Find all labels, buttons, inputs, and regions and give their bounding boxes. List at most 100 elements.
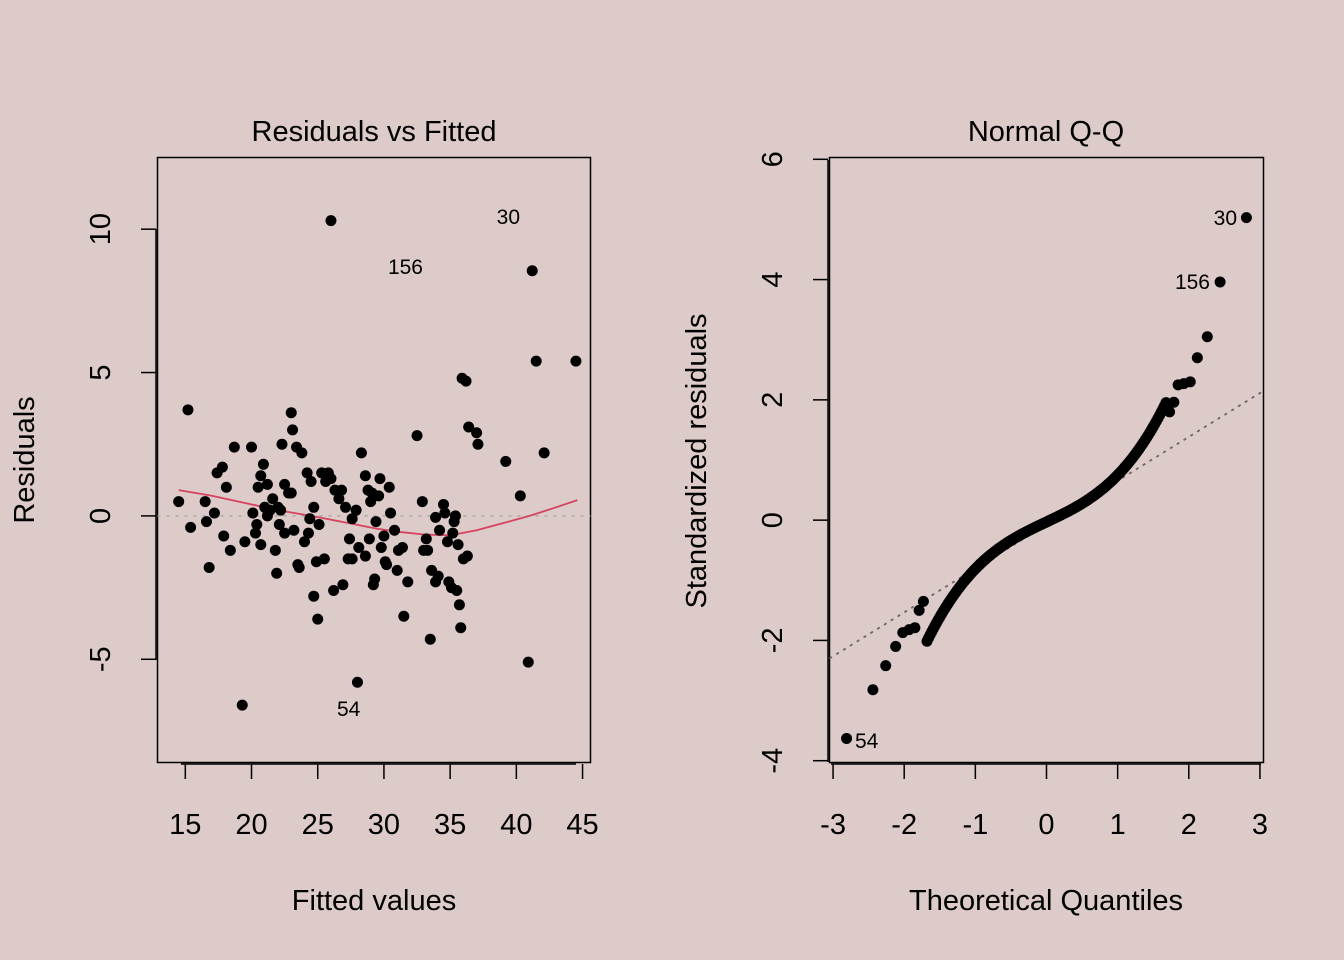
residuals-point-label-156: 156	[388, 256, 423, 279]
residual-point	[267, 493, 279, 505]
residual-point	[182, 404, 194, 416]
residual-point	[359, 550, 371, 562]
qq-point	[1184, 376, 1196, 388]
residual-point	[452, 539, 464, 551]
residual-point	[530, 355, 542, 367]
residual-point	[279, 478, 291, 490]
residual-point	[526, 265, 538, 277]
residual-point	[199, 496, 211, 508]
residual-point	[471, 427, 483, 439]
residual-point	[460, 375, 472, 387]
residual-point	[359, 470, 371, 482]
qq-x-axis-label: Theoretical Quantiles	[909, 885, 1183, 917]
residual-point	[288, 524, 300, 536]
residuals-x-tick-label: 40	[500, 809, 532, 841]
residuals-x-tick-label: 15	[169, 809, 201, 841]
residual-point	[293, 562, 305, 574]
residuals-vs-fitted-panel: Residuals vs Fitted 15 20 25 30 35 40 45 -5 0 5 1…	[9, 116, 599, 917]
residuals-x-tick-label: 30	[368, 809, 400, 841]
residual-point	[355, 447, 367, 459]
qq-point	[1201, 331, 1213, 343]
residuals-point-label-30: 30	[497, 206, 520, 229]
residual-point	[224, 544, 236, 556]
qq-x-tick-label: 2	[1181, 809, 1197, 841]
residual-point	[301, 467, 313, 479]
residuals-x-tick-label: 25	[302, 809, 334, 841]
residual-point	[374, 473, 386, 485]
qq-points	[841, 212, 1252, 744]
residual-point	[276, 438, 288, 450]
residual-point	[453, 599, 465, 611]
qq-plot-box	[828, 156, 1265, 764]
qq-point	[867, 684, 879, 696]
residuals-y-tick-label: 5	[85, 364, 117, 380]
residual-point	[239, 536, 251, 548]
qq-x-tick-label: 1	[1110, 809, 1126, 841]
residual-point	[285, 487, 297, 499]
residuals-x-tick-label: 45	[566, 809, 598, 841]
qq-x-tick-label: 0	[1038, 809, 1054, 841]
residual-point	[379, 556, 391, 568]
residual-point	[344, 533, 356, 545]
residuals-x-axis-label: Fitted values	[292, 885, 456, 917]
residual-point	[346, 513, 358, 525]
qq-y-tick-label: 4	[757, 272, 789, 288]
residual-point	[416, 496, 428, 508]
qq-point	[1168, 396, 1180, 408]
residual-point	[389, 524, 401, 536]
qq-x-tick-label: -3	[820, 809, 846, 841]
residuals-x-tick-label: 20	[235, 809, 267, 841]
residual-point	[463, 421, 475, 433]
residual-point	[445, 582, 457, 594]
residual-point	[432, 570, 444, 582]
residual-point	[251, 519, 263, 531]
residual-point	[261, 478, 273, 490]
residual-point	[285, 407, 297, 419]
residual-point	[369, 573, 381, 585]
residuals-x-ticks: 15 20 25 30 35 40 45	[169, 764, 599, 841]
residual-point	[439, 507, 451, 519]
residual-point	[216, 461, 228, 473]
residual-point	[398, 610, 410, 622]
qq-x-tick-label: -2	[891, 809, 917, 841]
residual-point	[365, 496, 377, 508]
residual-point	[441, 536, 453, 548]
residual-point	[392, 544, 404, 556]
residual-point	[313, 519, 325, 531]
residuals-y-tick-label: -5	[85, 646, 117, 672]
qq-point-label-156: 156	[1175, 271, 1210, 294]
qq-y-tick-label: -4	[757, 748, 789, 774]
residuals-y-axis-label: Residuals	[9, 396, 41, 523]
residual-point	[228, 441, 240, 453]
residual-point	[420, 533, 432, 545]
residual-point	[422, 544, 434, 556]
qq-y-tick-label: -2	[757, 628, 789, 654]
qq-reference-line	[829, 390, 1264, 660]
qq-plot-title: Normal Q-Q	[968, 116, 1124, 148]
residual-point	[275, 504, 287, 516]
residual-point	[236, 699, 248, 711]
qq-point	[841, 732, 853, 744]
residuals-y-tick-label: 0	[85, 508, 117, 524]
qq-point	[880, 660, 892, 672]
residual-point	[455, 622, 467, 634]
residual-point	[538, 447, 550, 459]
residuals-y-ticks: -5 0 5 10	[85, 213, 156, 672]
residual-point	[500, 455, 512, 467]
residual-point	[383, 481, 395, 493]
residual-point	[208, 507, 220, 519]
residuals-points	[173, 215, 582, 711]
qq-point	[890, 640, 902, 652]
residual-point	[328, 584, 340, 596]
residual-point	[438, 498, 450, 510]
qq-x-ticks: -3 -2 -1 0 1 2 3	[820, 764, 1268, 841]
residual-point	[255, 539, 267, 551]
qq-y-axis-label: Standardized residuals	[681, 313, 713, 608]
residual-point	[342, 553, 354, 565]
residual-point	[203, 562, 215, 574]
residual-point	[296, 447, 308, 459]
qq-y-tick-label: 0	[757, 512, 789, 528]
residual-point	[378, 530, 390, 542]
residual-point	[430, 511, 442, 523]
